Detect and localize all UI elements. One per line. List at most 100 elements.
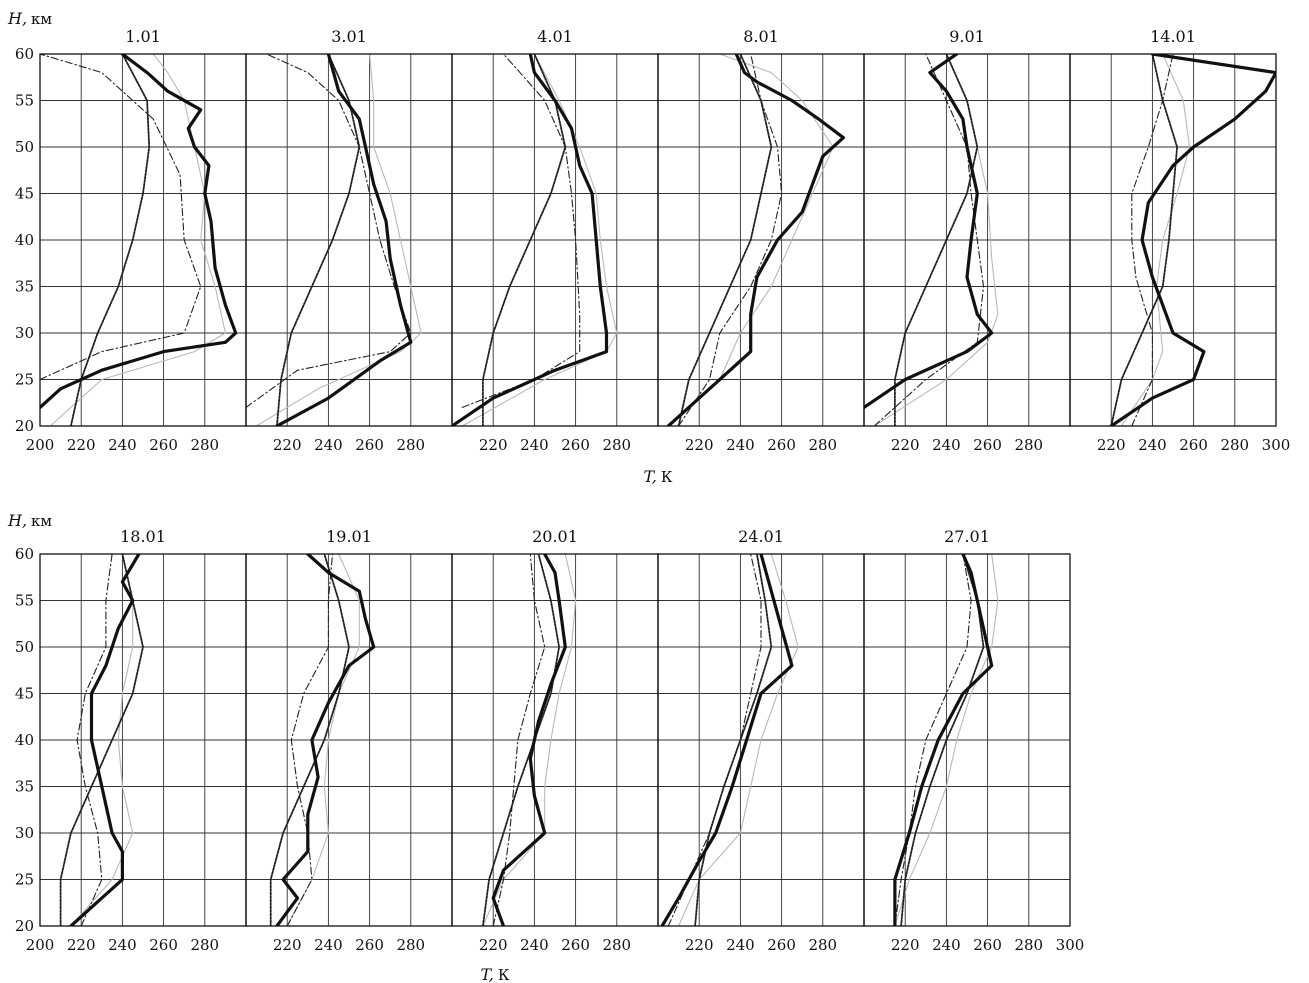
- x-tick-label: 260: [973, 436, 1002, 454]
- series-bold-line: [864, 54, 994, 409]
- series-dashdot-line: [40, 54, 202, 381]
- series-dotted-line: [269, 554, 350, 926]
- y-tick-label: 55: [15, 592, 34, 610]
- x-tick-label: 280: [808, 936, 837, 954]
- series-dashdot-line: [286, 554, 334, 926]
- panel-title: 1.01: [125, 27, 161, 46]
- y-axis-label: H, км: [7, 511, 52, 530]
- x-tick-label: 300: [1056, 936, 1085, 954]
- x-axis-label: T, К: [480, 965, 509, 983]
- x-tick-label: 280: [396, 936, 425, 954]
- x-tick-label: 260: [1179, 436, 1208, 454]
- x-tick-label: 200: [26, 936, 55, 954]
- y-tick-label: 55: [15, 92, 34, 110]
- x-tick-label: 260: [767, 436, 796, 454]
- y-tick-label: 35: [15, 278, 34, 296]
- series-bold-line: [452, 54, 609, 426]
- panel-24.01: 24.01: [657, 527, 865, 927]
- y-tick-label: 50: [15, 138, 34, 156]
- x-tick-label: 260: [561, 436, 590, 454]
- panel-20.01: 20.01: [451, 527, 659, 927]
- series-bold-line: [275, 554, 376, 926]
- row-2: H, км 20 25 30 35 40 45 50 55 60 18.01 19.01 20.01 24.…: [7, 511, 1084, 983]
- panel-title: 18.01: [120, 527, 166, 546]
- x-tick-label: 240: [932, 936, 961, 954]
- series-dashdot-line: [894, 554, 972, 926]
- x-tick-label: 280: [808, 436, 837, 454]
- y-tick-label: 40: [15, 231, 34, 249]
- series-thin-line: [482, 554, 577, 926]
- x-tick-label: 260: [767, 936, 796, 954]
- panel-14.01: 14.01: [1069, 27, 1277, 427]
- x-tick-label: 280: [1220, 436, 1249, 454]
- x-tick-label: 240: [520, 436, 549, 454]
- x-tick-label: 220: [685, 936, 714, 954]
- y-tick-label: 35: [15, 778, 34, 796]
- series-bold-line: [660, 554, 794, 926]
- series-dotted-line: [70, 54, 151, 426]
- row-1: H, км 20 25 30 35 40 45 50 55 60 1.01 3.01 4.01 8.01 9.…: [7, 9, 1290, 486]
- x-tick-label: 240: [520, 936, 549, 954]
- y-tick-label: 45: [15, 685, 34, 703]
- panel-1.01: 1.01: [39, 27, 247, 427]
- y-tick-label: 25: [15, 871, 34, 889]
- y-tick-label: 60: [15, 45, 34, 63]
- series-thin-line: [894, 554, 999, 926]
- y-tick-label: 25: [15, 371, 34, 389]
- x-tick-label: 220: [479, 436, 508, 454]
- x-tick-label: 220: [891, 936, 920, 954]
- series-thin-line: [1120, 54, 1191, 426]
- x-tick-label: 280: [602, 936, 631, 954]
- panel-title: 4.01: [537, 27, 573, 46]
- y-tick-label: 60: [15, 545, 34, 563]
- series-dashdot-line: [678, 54, 783, 426]
- series-dotted-line: [275, 54, 361, 426]
- panel-4.01: 4.01: [451, 27, 659, 427]
- x-tick-label: 260: [973, 936, 1002, 954]
- panel-frame: [1069, 53, 1277, 427]
- series-dotted-line: [481, 54, 567, 426]
- series-dashdot-line: [246, 54, 412, 408]
- x-tick-label: 220: [273, 436, 302, 454]
- x-tick-label: 300: [1262, 436, 1291, 454]
- series-bold-line: [1109, 54, 1276, 426]
- x-tick-label: 260: [355, 436, 384, 454]
- series-bold-line: [491, 554, 567, 926]
- series-dashdot-line: [1131, 54, 1174, 426]
- x-tick-label: 200: [26, 436, 55, 454]
- panel-title: 24.01: [738, 527, 784, 546]
- series-bold-line: [69, 554, 141, 926]
- x-tick-label: 220: [67, 936, 96, 954]
- x-tick-label: 220: [67, 436, 96, 454]
- x-tick-label: 220: [1097, 436, 1126, 454]
- y-axis-label: H, км: [7, 9, 52, 28]
- panel-title: 27.01: [944, 527, 990, 546]
- y-tick-label: 20: [15, 417, 34, 435]
- panel-9.01: 9.01: [863, 27, 1071, 427]
- series-dashdot-line: [461, 54, 581, 408]
- x-tick-label: 260: [355, 936, 384, 954]
- panel-19.01: 19.01: [245, 527, 453, 927]
- x-tick-label: 260: [149, 936, 178, 954]
- series-dashdot-line: [76, 554, 113, 926]
- x-tick-label: 280: [1014, 936, 1043, 954]
- x-tick-label: 260: [561, 936, 590, 954]
- x-tick-label: 280: [190, 436, 219, 454]
- x-tick-label: 220: [685, 436, 714, 454]
- series-thin-line: [286, 554, 360, 926]
- panel-title: 9.01: [949, 27, 985, 46]
- panel-3.01: 3.01: [245, 27, 453, 427]
- series-dotted-line: [694, 554, 773, 926]
- series-dotted-line: [677, 54, 773, 426]
- x-tick-label: 240: [726, 936, 755, 954]
- panel-27.01: 27.01: [863, 527, 1071, 927]
- x-axis-label: T, К: [643, 467, 672, 486]
- panel-title: 8.01: [743, 27, 779, 46]
- x-tick-label: 220: [479, 936, 508, 954]
- series-dotted-line: [59, 554, 144, 926]
- series-dashdot-line: [873, 54, 985, 426]
- x-tick-label: 260: [149, 436, 178, 454]
- series-thin-line: [49, 54, 226, 426]
- x-tick-label: 280: [602, 436, 631, 454]
